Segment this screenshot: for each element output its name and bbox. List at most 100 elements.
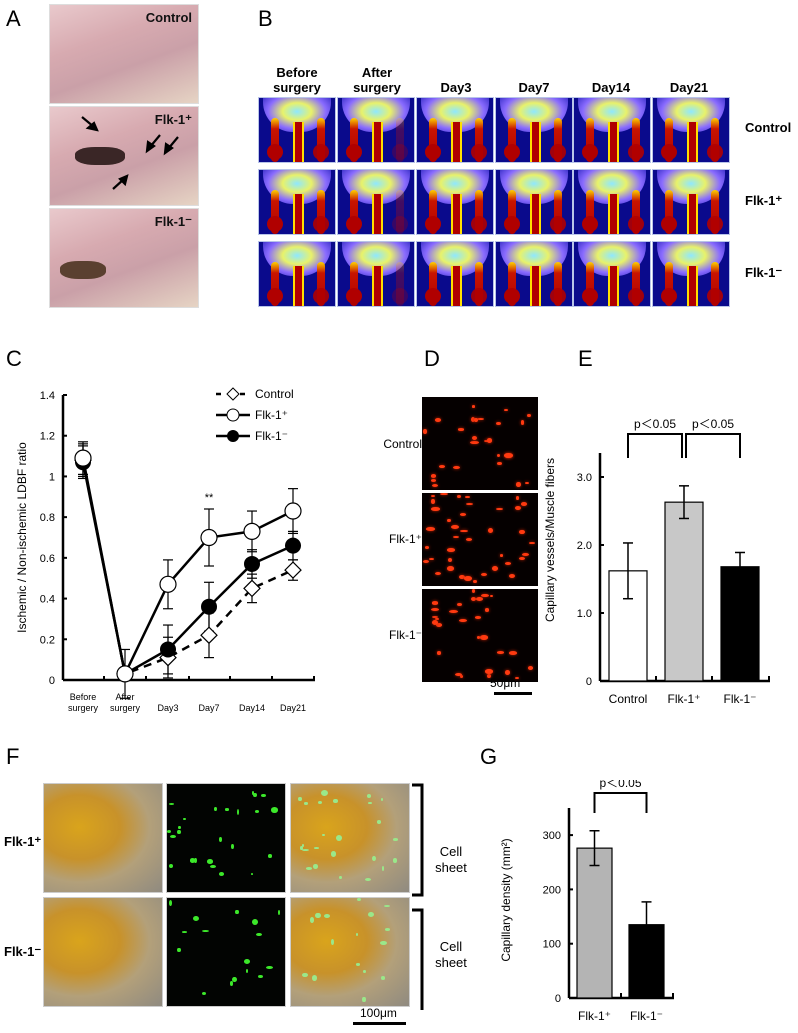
capillary-image-control (422, 397, 538, 490)
capillary-signal (431, 507, 440, 512)
capillary-signal (430, 478, 436, 482)
capillary-signal (497, 461, 502, 466)
capillary-signal (380, 975, 386, 980)
capillary-signal (514, 505, 521, 511)
svg-text:0.4: 0.4 (40, 594, 55, 606)
capillary-signal (256, 932, 262, 936)
capillary-signal (318, 800, 322, 804)
column-header-day21: Day21 (669, 80, 709, 95)
capillary-signal (521, 552, 529, 557)
capillary-signal (323, 913, 330, 919)
panel-g-letter: G (480, 744, 498, 769)
capillary-signal (320, 789, 328, 796)
capillary-signal (315, 912, 321, 919)
svg-text:1.0: 1.0 (577, 608, 592, 620)
capillary-signal (381, 865, 385, 872)
d-row-label-flk1-pos: Flk-1⁺ (389, 532, 422, 546)
capillary-signal (367, 802, 372, 805)
panel-d-letter: D (424, 346, 440, 371)
svg-text:surgery: surgery (68, 703, 99, 713)
svg-text:Control: Control (609, 692, 648, 706)
capillary-signal (470, 596, 477, 602)
capillary-signal (366, 793, 372, 798)
capillary-signal (177, 829, 181, 835)
svg-text:Ischemic / Non-ischemic LDBF r: Ischemic / Non-ischemic LDBF ratio (15, 442, 29, 633)
capillary-signal (422, 559, 429, 563)
capillary-signal (243, 958, 251, 964)
capillary-signal (422, 428, 428, 434)
bracket-label-1: Cell sheet (435, 844, 467, 875)
capillary-signal (357, 898, 362, 902)
capillary-signal (472, 589, 476, 593)
capillary-signal (435, 572, 442, 576)
capillary-signal (459, 513, 467, 517)
photo-control: Control (49, 4, 199, 104)
capillary-signal (392, 857, 398, 863)
capillary-signal (207, 859, 214, 865)
capillary-signal (231, 844, 234, 850)
capillary-signal (457, 603, 462, 607)
capillary-signal (496, 453, 501, 458)
svg-text:1: 1 (49, 471, 55, 483)
ldbf-image (258, 169, 336, 235)
capillary-signal (177, 948, 181, 953)
ldbf-image (495, 97, 573, 163)
capillary-signal (304, 802, 308, 805)
column-header-day7: Day7 (518, 80, 550, 95)
capillary-signal (489, 594, 493, 598)
capillary-signal (257, 974, 263, 978)
capillary-signal (516, 482, 522, 487)
capillary-signal (252, 792, 257, 798)
capillary-signal (470, 440, 479, 444)
photo-label-flk1-pos: Flk-1⁺ (154, 112, 192, 127)
capillary-signal (499, 554, 503, 557)
row-label-flk1-neg: Flk-1⁻ (745, 265, 783, 280)
capillary-signal (508, 651, 518, 656)
svg-text:Flk-1⁺: Flk-1⁺ (668, 692, 701, 706)
capillary-signal (435, 617, 439, 621)
capillary-signal (447, 519, 451, 523)
photo-flk1-pos: Flk-1⁺ (49, 106, 199, 206)
capillary-signal (452, 535, 459, 539)
svg-text:0.6: 0.6 (40, 553, 55, 565)
scale-bar-d-label: 50μm (490, 676, 521, 690)
capillary-signal (503, 408, 509, 412)
capillary-signal (480, 635, 488, 640)
implant-sheet (75, 147, 125, 165)
capillary-signal (252, 919, 259, 926)
capillary-signal (383, 904, 391, 908)
capillary-signal (440, 493, 448, 496)
capillary-signal (514, 676, 519, 679)
panel-b-letter: B (258, 6, 273, 31)
capillary-signal (218, 836, 223, 842)
capillary-signal (504, 453, 513, 458)
capillary-signal (236, 809, 239, 816)
panel-e-letter: E (578, 346, 593, 371)
ldbf-image (416, 97, 494, 163)
capillary-signal (487, 527, 493, 533)
svg-text:1.4: 1.4 (40, 390, 55, 402)
capillary-signal (193, 857, 198, 864)
capillary-signal (261, 793, 267, 798)
capillary-signal (299, 845, 304, 850)
ldbf-image (416, 169, 494, 235)
svg-text:p＜0.05: p＜0.05 (599, 780, 641, 790)
capillary-signal (225, 808, 230, 811)
capillary-signal (333, 799, 338, 803)
scale-bar-d (494, 692, 532, 695)
row-label-flk1-pos: Flk-1⁺ (745, 193, 783, 208)
column-header-before-surgery: Before surgery (273, 65, 321, 95)
capillary-signal (459, 574, 465, 580)
capillary-signal (178, 826, 181, 830)
ldbf-image (652, 169, 730, 235)
capillary-signal (464, 495, 471, 499)
capillary-signal (484, 607, 490, 612)
chart-g-capillary-density: 0 100 200 300 Flk-1⁺ Flk-1⁻ Capillary density … (499, 780, 674, 1023)
svg-text:100: 100 (543, 939, 561, 951)
svg-text:0.8: 0.8 (40, 512, 55, 524)
ldbf-image (258, 97, 336, 163)
panel-c-letter: C (6, 346, 22, 371)
ldbf-image (416, 241, 494, 307)
capillary-signal (321, 833, 325, 837)
capillary-signal (330, 939, 335, 945)
